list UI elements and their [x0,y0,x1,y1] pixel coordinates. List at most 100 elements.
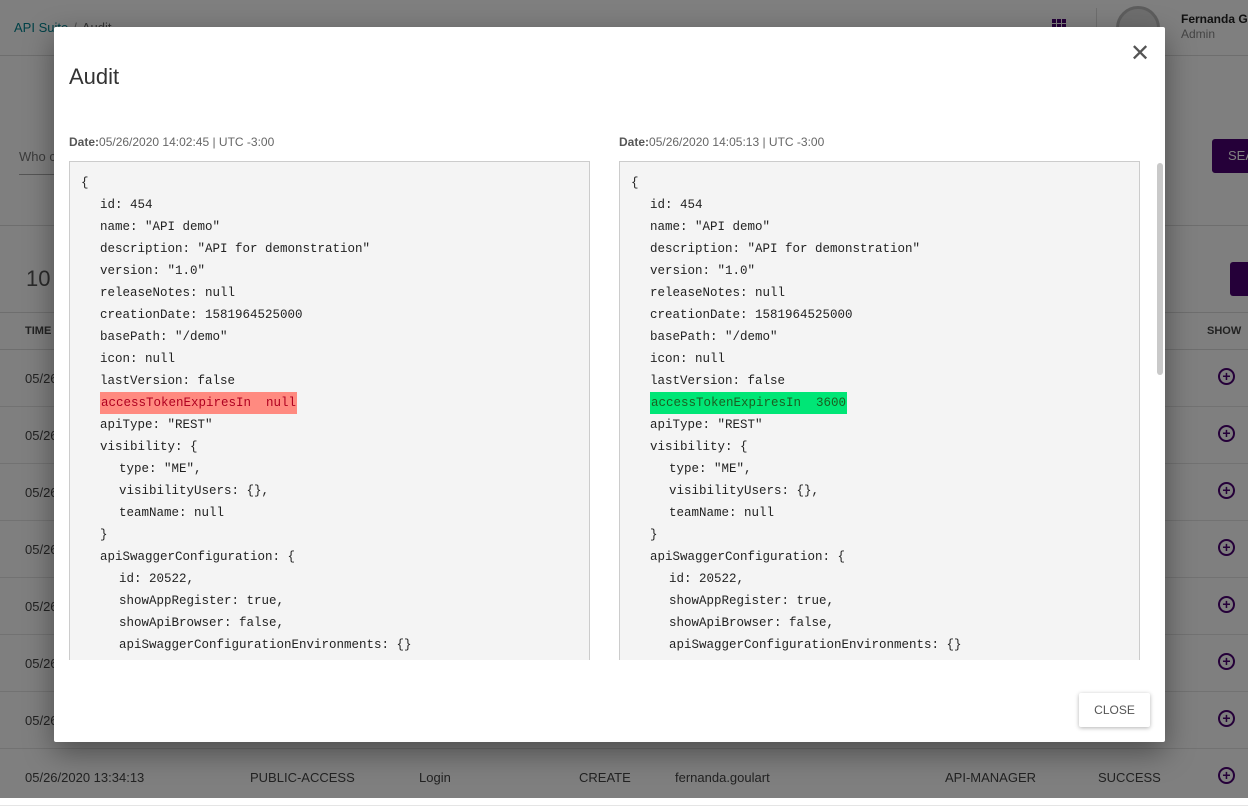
json-text: name: "API demo" [100,220,221,234]
json-line: { [631,172,1139,194]
json-line: showAppRegister: true, [81,590,589,612]
json-text: lastVersion: false [650,374,786,388]
json-line: visibility: { [81,436,589,458]
json-line: description: "API for demonstration" [81,238,589,260]
json-line: version: "1.0" [631,260,1139,282]
json-line: icon: null [81,348,589,370]
before-column: Date:05/26/2020 14:02:45 | UTC -3:00 { id… [69,130,590,660]
json-line: teamName: null [81,502,589,524]
json-line: icon: null [631,348,1139,370]
json-line: showAppRegister: true, [631,590,1139,612]
json-text: showApiBrowser: false, [669,616,835,630]
date-label: Date: [69,135,100,149]
json-text: creationDate: 1581964525000 [650,308,853,322]
json-text: { [631,176,639,190]
json-line: version: "1.0" [81,260,589,282]
json-text: showAppRegister: true, [669,594,835,608]
close-button[interactable]: CLOSE [1079,693,1150,727]
json-text: icon: null [100,352,176,366]
scrollbar[interactable] [1157,163,1163,375]
dialog-content[interactable]: Date:05/26/2020 14:02:45 | UTC -3:00 {id… [54,130,1165,660]
json-line: releaseNotes: null [631,282,1139,304]
date-value: 05/26/2020 14:05:13 | UTC -3:00 [649,135,825,149]
date-value: 05/26/2020 14:02:45 | UTC -3:00 [99,135,275,149]
before-date: Date:05/26/2020 14:02:45 | UTC -3:00 [69,130,590,161]
json-line: teamName: null [631,502,1139,524]
json-text: id: 454 [100,198,153,212]
json-text: icon: null [650,352,726,366]
json-line: showApiBrowser: false, [81,612,589,634]
json-text: releaseNotes: null [650,286,786,300]
json-text: type: "ME", [669,462,752,476]
json-text: teamName: null [119,506,225,520]
json-text: id: 20522, [669,572,745,586]
json-line: creationDate: 1581964525000 [81,304,589,326]
json-text: visibilityUsers: {}, [119,484,270,498]
json-text: apiSwaggerConfiguration: { [650,550,846,564]
json-text: visibilityUsers: {}, [669,484,820,498]
json-line: apiType: "REST" [81,414,589,436]
json-line: type: "ME", [631,458,1139,480]
json-text: id: 20522, [119,572,195,586]
json-line: lastVersion: false [81,370,589,392]
json-line: visibilityUsers: {}, [81,480,589,502]
json-text: } [100,528,108,542]
diff-removed: accessTokenExpiresIn null [100,392,298,414]
date-label: Date: [619,135,650,149]
json-line: basePath: "/demo" [81,326,589,348]
json-text: apiSwaggerConfigurationEnvironments: {} [669,638,962,652]
json-line: accessTokenExpiresIn 3600 [631,392,1139,414]
audit-dialog: Audit ✕ Date:05/26/2020 14:02:45 | UTC -… [54,27,1165,742]
json-text: basePath: "/demo" [100,330,228,344]
json-text: basePath: "/demo" [650,330,778,344]
json-text: version: "1.0" [650,264,756,278]
json-line: description: "API for demonstration" [631,238,1139,260]
json-line: apiSwaggerConfigurationEnvironments: {} [81,634,589,656]
json-line: accessTokenExpiresIn null [81,392,589,414]
json-line: lastVersion: false [631,370,1139,392]
json-line: apiSwaggerConfiguration: { [81,546,589,568]
json-text: version: "1.0" [100,264,206,278]
json-line: { [81,172,589,194]
dialog-title: Audit [69,64,120,89]
json-line: basePath: "/demo" [631,326,1139,348]
json-text: } [650,528,658,542]
after-column: Date:05/26/2020 14:05:13 | UTC -3:00 { id… [619,130,1140,660]
json-line: id: 20522, [631,568,1139,590]
json-text: name: "API demo" [650,220,771,234]
json-text: description: "API for demonstration" [650,242,921,256]
json-line: name: "API demo" [81,216,589,238]
json-line: id: 20522, [81,568,589,590]
json-text: teamName: null [669,506,775,520]
json-text: id: 454 [650,198,703,212]
json-text: lastVersion: false [100,374,236,388]
json-text: releaseNotes: null [100,286,236,300]
json-text: showAppRegister: true, [119,594,285,608]
json-line: creationDate: 1581964525000 [631,304,1139,326]
json-line: } [81,524,589,546]
json-text: visibility: { [650,440,748,454]
json-text: apiSwaggerConfigurationEnvironments: {} [119,638,412,652]
after-json: { id: 454 name: "API demo" description: "AP… [619,161,1140,660]
json-line: type: "ME", [81,458,589,480]
after-date: Date:05/26/2020 14:05:13 | UTC -3:00 [619,130,1140,161]
json-text: apiSwaggerConfiguration: { [100,550,296,564]
json-text: description: "API for demonstration" [100,242,371,256]
json-line: id: 454 [81,194,589,216]
json-text: { [81,176,89,190]
json-text: visibility: { [100,440,198,454]
json-line: showApiBrowser: false, [631,612,1139,634]
close-icon[interactable]: ✕ [1130,40,1151,67]
json-line: apiSwaggerConfigurationEnvironments: {} [631,634,1139,656]
json-text: creationDate: 1581964525000 [100,308,303,322]
json-line: releaseNotes: null [81,282,589,304]
json-line: visibility: { [631,436,1139,458]
json-text: type: "ME", [119,462,202,476]
json-line: name: "API demo" [631,216,1139,238]
json-line: apiSwaggerConfiguration: { [631,546,1139,568]
json-text: showApiBrowser: false, [119,616,285,630]
json-text: apiType: "REST" [650,418,763,432]
diff-added: accessTokenExpiresIn 3600 [650,392,848,414]
before-json: { id: 454 name: "API demo" description: "AP… [69,161,590,660]
json-line: visibilityUsers: {}, [631,480,1139,502]
